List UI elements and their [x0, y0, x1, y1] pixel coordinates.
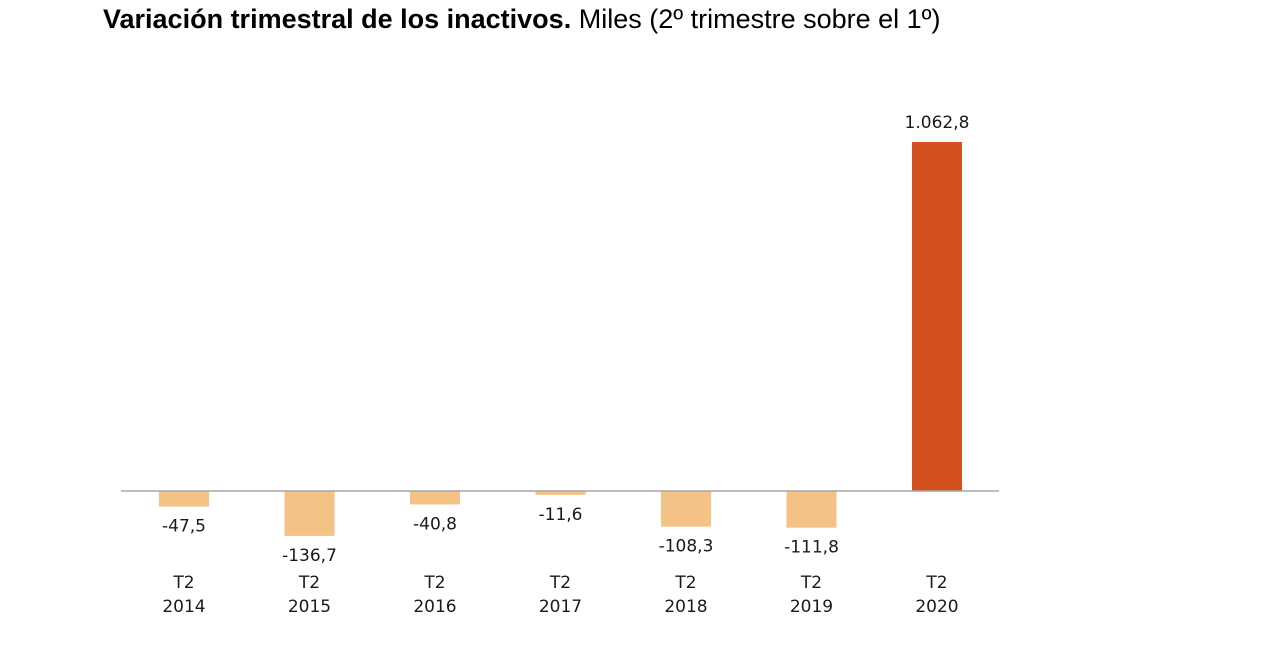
bar-2015 [284, 491, 335, 536]
bar-2014 [159, 491, 209, 507]
bar-2016 [410, 491, 460, 505]
bar-2020 [912, 142, 962, 491]
tick-label-year-2018: 2018 [664, 597, 707, 617]
value-label-2015: -136,7 [282, 546, 337, 566]
value-label-2019: -111,8 [784, 538, 839, 558]
tick-label-year-2014: 2014 [162, 597, 205, 617]
tick-label-year-2016: 2016 [413, 597, 456, 617]
tick-label-quarter-2017: T2 [549, 573, 571, 593]
chart-title-subtitle: Miles (2º trimestre sobre el 1º) [578, 4, 941, 34]
tick-label-quarter-2019: T2 [800, 573, 822, 593]
tick-label-year-2020: 2020 [915, 597, 958, 617]
chart-title: Variación trimestral de los inactivos. M… [103, 4, 941, 35]
tick-label-quarter-2018: T2 [674, 573, 696, 593]
tick-label-year-2019: 2019 [790, 597, 833, 617]
tick-label-quarter-2015: T2 [298, 573, 320, 593]
chart-title-bold: Variación trimestral de los inactivos. [103, 4, 572, 34]
value-label-2016: -40,8 [413, 514, 457, 534]
value-label-2017: -11,6 [539, 505, 583, 525]
bar-2018 [661, 491, 711, 527]
bar-2019 [786, 491, 837, 528]
tick-label-year-2015: 2015 [288, 597, 331, 617]
value-label-2014: -47,5 [162, 517, 206, 537]
tick-label-quarter-2016: T2 [423, 573, 445, 593]
bar-2017 [535, 491, 586, 495]
tick-label-year-2017: 2017 [539, 597, 582, 617]
value-label-2020: 1.062,8 [905, 113, 970, 133]
value-label-2018: -108,3 [659, 537, 714, 557]
tick-label-quarter-2014: T2 [172, 573, 194, 593]
tick-label-quarter-2020: T2 [925, 573, 947, 593]
